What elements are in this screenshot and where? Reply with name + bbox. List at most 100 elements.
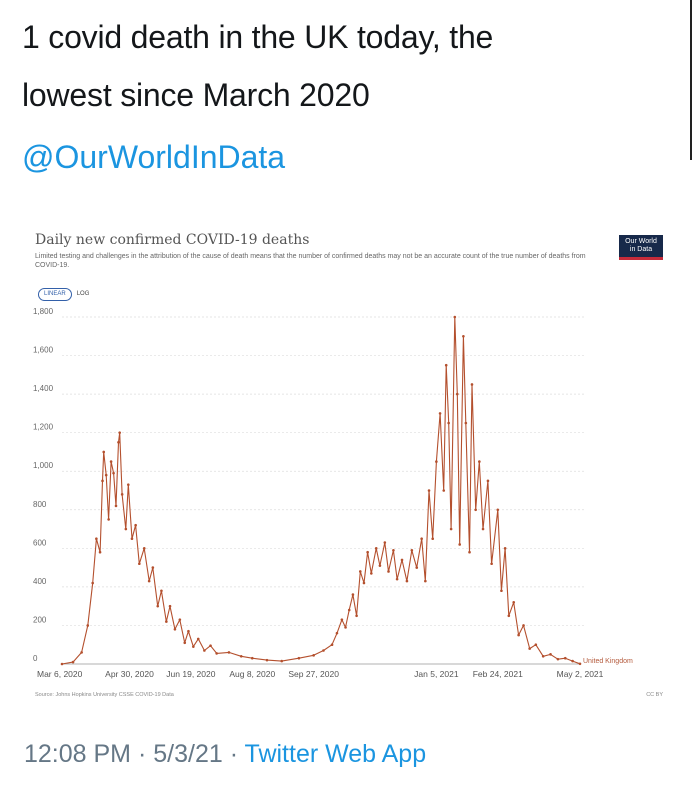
y-tick-label: 400: [33, 577, 47, 586]
data-point: [335, 631, 339, 635]
x-tick-label: May 2, 2021: [557, 669, 604, 679]
data-point: [138, 562, 141, 566]
data-point: [395, 577, 399, 581]
data-point: [444, 363, 448, 367]
data-point: [118, 431, 121, 434]
data-point: [168, 604, 172, 608]
data-point: [117, 441, 120, 444]
tweet-client[interactable]: Twitter Web App: [244, 740, 427, 768]
data-point: [462, 334, 465, 338]
data-point: [468, 550, 471, 554]
tweet-text-line-2: lowest since March 2020: [22, 77, 370, 113]
data-point: [374, 547, 378, 550]
data-point: [563, 656, 567, 660]
scale-toggle[interactable]: LINEAR LOG: [38, 288, 94, 301]
data-point: [481, 527, 485, 531]
data-point: [126, 483, 130, 487]
y-tick-label: 800: [33, 500, 47, 509]
data-point: [183, 641, 187, 645]
data-point: [464, 421, 468, 425]
data-point: [91, 581, 94, 585]
data-point: [431, 537, 435, 540]
chart-subtitle: Limited testing and challenges in the at…: [35, 253, 586, 269]
data-point: [109, 460, 113, 463]
linear-scale-button[interactable]: LINEAR: [38, 288, 72, 301]
data-point: [427, 489, 431, 492]
x-tick-label: Aug 8, 2020: [229, 669, 275, 679]
data-point: [571, 659, 574, 663]
data-point: [104, 473, 108, 477]
data-point: [420, 537, 423, 540]
data-point: [134, 523, 137, 527]
separator-dot: ·: [229, 740, 239, 768]
log-scale-button[interactable]: LOG: [76, 291, 90, 297]
data-point: [86, 624, 90, 627]
owid-logo: Our World in Data: [619, 235, 663, 260]
data-point: [351, 593, 355, 596]
data-point: [442, 489, 446, 492]
separator-dot: ·: [137, 740, 147, 768]
data-point: [486, 479, 490, 483]
x-tick-label: Jan 5, 2021: [414, 669, 459, 679]
data-point: [392, 548, 395, 552]
source-note: Source: Johns Hopkins University CSSE CO…: [35, 692, 175, 698]
scrollbar-edge: [690, 0, 692, 160]
data-point: [160, 589, 163, 593]
data-point: [405, 579, 409, 583]
data-point: [503, 547, 507, 550]
tweet-time: 12:08 PM: [24, 740, 132, 768]
data-point: [227, 651, 231, 654]
data-point: [362, 581, 366, 585]
data-point: [458, 543, 462, 546]
data-point: [142, 547, 146, 550]
data-point: [474, 508, 477, 512]
data-point: [215, 652, 218, 655]
data-point: [312, 654, 315, 657]
data-point: [470, 383, 474, 386]
data-point: [130, 537, 134, 540]
data-point: [578, 662, 582, 666]
x-tick-label: Mar 6, 2020: [37, 669, 83, 679]
data-point: [370, 572, 373, 575]
data-point: [265, 658, 269, 662]
data-point: [478, 460, 481, 463]
data-point: [173, 628, 177, 631]
series-label: United Kingdom: [583, 658, 633, 665]
y-tick-label: 0: [33, 654, 38, 663]
tweet-date[interactable]: 5/3/21: [153, 740, 223, 768]
data-point: [165, 620, 168, 623]
data-point: [124, 527, 128, 531]
data-point: [330, 643, 334, 647]
data-point: [178, 618, 182, 621]
tweet-text-line-1: 1 covid death in the UK today, the: [22, 19, 494, 55]
y-tick-label: 1,400: [33, 384, 54, 393]
data-point: [344, 626, 347, 629]
data-point: [490, 562, 493, 566]
data-point: [80, 651, 83, 654]
data-point: [387, 570, 390, 573]
data-point: [101, 479, 104, 483]
data-point: [340, 618, 344, 621]
data-point: [147, 579, 151, 583]
data-point: [455, 392, 459, 396]
data-point: [522, 624, 525, 627]
data-point: [517, 633, 520, 637]
x-tick-label: Feb 24, 2021: [473, 669, 523, 679]
series-line-united-kingdom: [61, 316, 581, 665]
data-point: [355, 614, 358, 618]
data-point: [280, 659, 284, 663]
tweet-footer: 12:08 PM · 5/3/21 · Twitter Web App: [24, 740, 426, 769]
data-point: [453, 315, 457, 319]
data-point: [95, 537, 98, 540]
y-tick-label: 1,600: [33, 346, 54, 355]
data-point: [435, 460, 438, 463]
data-point: [528, 647, 531, 650]
data-point: [347, 608, 351, 612]
data-point: [120, 493, 124, 496]
tweet-text: 1 covid death in the UK today, the lowes…: [22, 8, 662, 124]
data-point: [98, 550, 102, 554]
data-point: [192, 645, 195, 648]
mention-link[interactable]: @OurWorldInData: [22, 139, 286, 175]
chart-image[interactable]: Daily new confirmed COVID-19 deaths Limi…: [30, 228, 670, 708]
data-point: [203, 649, 206, 652]
